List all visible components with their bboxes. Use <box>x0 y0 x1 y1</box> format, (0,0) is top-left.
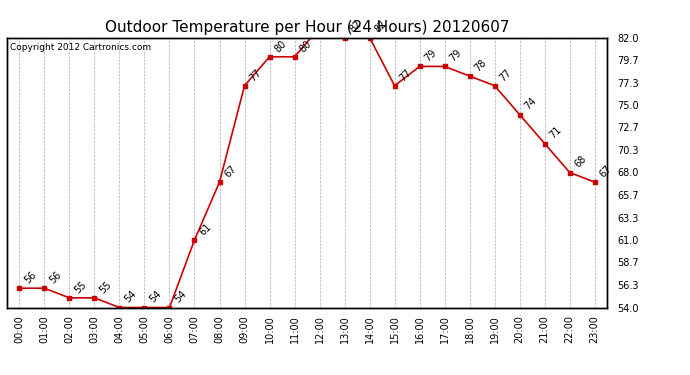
Title: Outdoor Temperature per Hour (24 Hours) 20120607: Outdoor Temperature per Hour (24 Hours) … <box>105 20 509 35</box>
Text: 78: 78 <box>473 57 489 73</box>
Text: Copyright 2012 Cartronics.com: Copyright 2012 Cartronics.com <box>10 43 151 52</box>
Text: 61: 61 <box>197 222 213 237</box>
Text: 82: 82 <box>373 19 388 35</box>
Text: 71: 71 <box>547 125 563 141</box>
Text: 54: 54 <box>122 289 138 305</box>
Text: 82: 82 <box>347 19 363 35</box>
Text: 68: 68 <box>573 154 588 170</box>
Text: 67: 67 <box>222 164 238 179</box>
Text: 67: 67 <box>598 164 613 179</box>
Text: 77: 77 <box>247 67 263 83</box>
Text: 56: 56 <box>22 270 38 285</box>
Text: 74: 74 <box>522 96 538 112</box>
Text: 54: 54 <box>172 289 188 305</box>
Text: 80: 80 <box>273 38 288 54</box>
Text: 83: 83 <box>0 374 1 375</box>
Text: 55: 55 <box>72 279 88 295</box>
Text: 54: 54 <box>147 289 163 305</box>
Text: 56: 56 <box>47 270 63 285</box>
Text: 79: 79 <box>422 48 438 64</box>
Text: 79: 79 <box>447 48 463 64</box>
Text: 80: 80 <box>297 38 313 54</box>
Text: 55: 55 <box>97 279 113 295</box>
Text: 77: 77 <box>397 67 413 83</box>
Text: 77: 77 <box>497 67 513 83</box>
